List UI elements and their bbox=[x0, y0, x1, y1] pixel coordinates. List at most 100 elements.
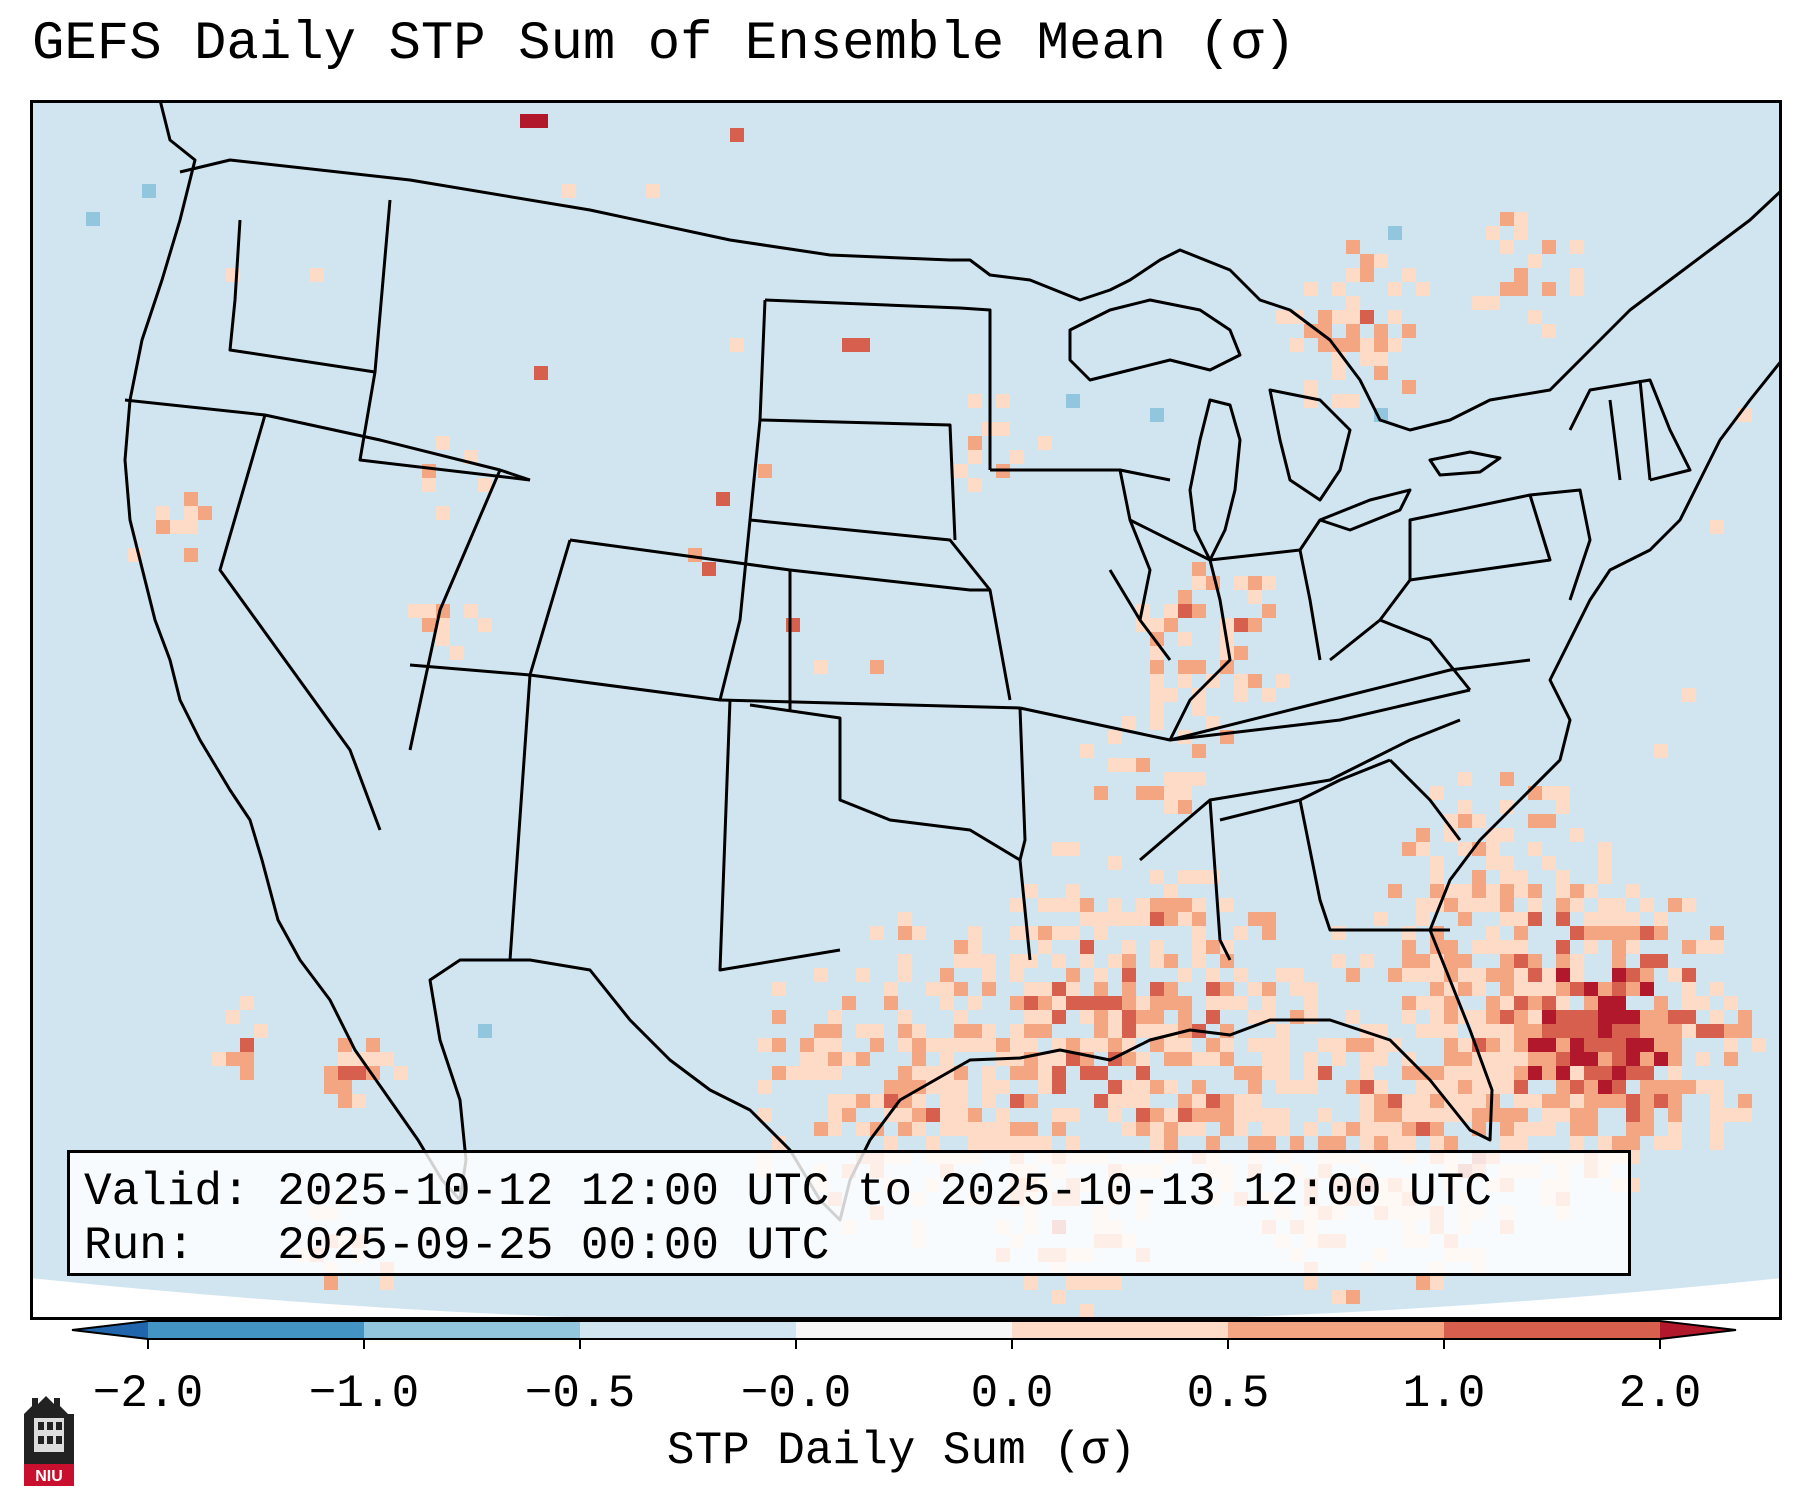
stp-cell bbox=[898, 1122, 912, 1136]
stp-cell bbox=[1318, 1038, 1332, 1052]
stp-cell bbox=[1276, 1052, 1290, 1066]
stp-cell bbox=[1486, 926, 1500, 940]
colorbar-tick-label: −0.0 bbox=[741, 1368, 851, 1420]
stp-cell bbox=[1626, 940, 1640, 954]
stp-cell bbox=[1038, 1024, 1052, 1038]
stp-cell bbox=[1514, 1094, 1528, 1108]
stp-cell bbox=[240, 1038, 254, 1052]
stp-cell bbox=[1010, 1136, 1024, 1150]
stp-cell bbox=[1570, 926, 1584, 940]
colorbar-segment bbox=[796, 1321, 1013, 1339]
stp-cell bbox=[828, 1094, 842, 1108]
stp-cell bbox=[1556, 996, 1570, 1010]
stp-cell bbox=[1010, 450, 1024, 464]
stp-cell bbox=[1080, 1304, 1094, 1318]
stp-cell bbox=[1010, 898, 1024, 912]
stp-cell bbox=[1066, 884, 1080, 898]
stp-cell bbox=[1682, 982, 1696, 996]
stp-cell bbox=[1430, 856, 1444, 870]
stp-cell bbox=[1332, 926, 1346, 940]
stp-cell bbox=[1612, 912, 1626, 926]
stp-cell bbox=[786, 1066, 800, 1080]
stp-cell bbox=[1024, 1038, 1038, 1052]
stp-cell bbox=[478, 618, 492, 632]
stp-cell bbox=[856, 1052, 870, 1066]
stp-cell bbox=[1360, 1038, 1374, 1052]
stp-cell bbox=[1178, 898, 1192, 912]
stp-cell bbox=[898, 1108, 912, 1122]
stp-cell bbox=[1164, 1052, 1178, 1066]
stp-cell bbox=[1262, 1066, 1276, 1080]
stp-cell bbox=[1108, 912, 1122, 926]
stp-cell bbox=[1710, 1108, 1724, 1122]
stp-cell bbox=[1570, 982, 1584, 996]
stp-cell bbox=[1570, 898, 1584, 912]
stp-cell bbox=[1038, 982, 1052, 996]
stp-cell bbox=[1024, 884, 1038, 898]
stp-cell bbox=[1010, 996, 1024, 1010]
stp-cell bbox=[1682, 1010, 1696, 1024]
stp-cell bbox=[1556, 954, 1570, 968]
stp-cell bbox=[1500, 1052, 1514, 1066]
stp-cell bbox=[1486, 1052, 1500, 1066]
stp-cell bbox=[884, 1080, 898, 1094]
stp-cell bbox=[1150, 632, 1164, 646]
stp-cell bbox=[1626, 884, 1640, 898]
stp-cell bbox=[1178, 870, 1192, 884]
stp-cell bbox=[1360, 338, 1374, 352]
stp-cell bbox=[1192, 744, 1206, 758]
stp-cell bbox=[1472, 296, 1486, 310]
stp-cell bbox=[1318, 338, 1332, 352]
stp-cell bbox=[982, 1066, 996, 1080]
stp-cell bbox=[730, 128, 744, 142]
stp-cell bbox=[1584, 1024, 1598, 1038]
stp-cell bbox=[968, 436, 982, 450]
stp-cell bbox=[1514, 912, 1528, 926]
stp-cell bbox=[86, 212, 100, 226]
stp-cell bbox=[1668, 1010, 1682, 1024]
stp-cell bbox=[1430, 1024, 1444, 1038]
stp-cell bbox=[1010, 1122, 1024, 1136]
stp-cell bbox=[940, 1094, 954, 1108]
stp-cell bbox=[1584, 912, 1598, 926]
stp-cell bbox=[1500, 772, 1514, 786]
stp-cell bbox=[828, 1024, 842, 1038]
stp-cell bbox=[1430, 1122, 1444, 1136]
stp-cell bbox=[450, 646, 464, 660]
stp-cell bbox=[1570, 1024, 1584, 1038]
stp-cell bbox=[1374, 912, 1388, 926]
stp-cell bbox=[1570, 954, 1584, 968]
stp-cell bbox=[1192, 702, 1206, 716]
stp-cell bbox=[898, 1024, 912, 1038]
stp-cell bbox=[1122, 940, 1136, 954]
stp-cell bbox=[1388, 226, 1402, 240]
stp-cell bbox=[1514, 1010, 1528, 1024]
stp-cell bbox=[870, 1038, 884, 1052]
stp-cell bbox=[1066, 1052, 1080, 1066]
stp-cell bbox=[1136, 1094, 1150, 1108]
stp-cell bbox=[1150, 898, 1164, 912]
stp-cell bbox=[1024, 1094, 1038, 1108]
stp-cell bbox=[884, 1094, 898, 1108]
stp-cell bbox=[1682, 996, 1696, 1010]
stp-cell bbox=[1542, 1066, 1556, 1080]
colorbar-segment bbox=[148, 1321, 365, 1339]
stp-cell bbox=[1192, 772, 1206, 786]
stp-cell bbox=[1542, 1024, 1556, 1038]
stp-cell bbox=[828, 1052, 842, 1066]
stp-cell bbox=[1150, 870, 1164, 884]
stp-cell bbox=[1248, 618, 1262, 632]
stp-cell bbox=[1710, 1024, 1724, 1038]
stp-cell bbox=[1402, 968, 1416, 982]
colorbar-extend-high bbox=[1660, 1321, 1736, 1339]
stp-cell bbox=[1752, 1038, 1766, 1052]
stp-cell bbox=[954, 1010, 968, 1024]
stp-cell bbox=[1290, 982, 1304, 996]
stp-cell bbox=[1052, 898, 1066, 912]
stp-cell bbox=[1262, 1136, 1276, 1150]
stp-cell bbox=[1542, 324, 1556, 338]
stp-cell bbox=[884, 1136, 898, 1150]
stp-cell bbox=[870, 926, 884, 940]
stp-cell bbox=[1668, 968, 1682, 982]
stp-cell bbox=[1514, 1136, 1528, 1150]
